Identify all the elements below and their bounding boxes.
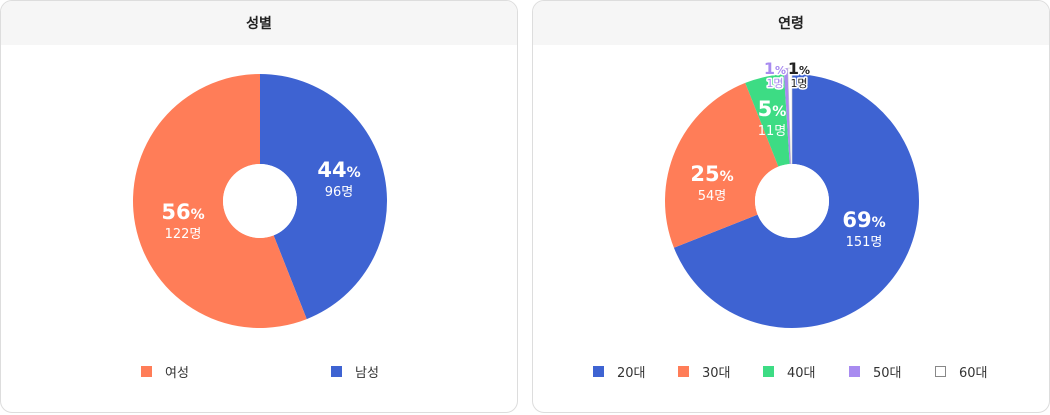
legend-label: 30대 — [702, 365, 731, 381]
slice-0-0[interactable] — [260, 74, 387, 320]
legend-label: 60대 — [959, 365, 988, 381]
legend-swatch — [678, 365, 689, 377]
legend-label: 20대 — [617, 365, 646, 381]
slice-percent-label-1-1: 25% — [690, 162, 733, 186]
legend-item-0-1[interactable]: 남성 — [331, 361, 379, 381]
gender-pie-chart: 44% 96명 56% 122명 — [133, 73, 387, 328]
legend-item-1-4[interactable]: 60대 — [935, 361, 988, 381]
legend-label: 40대 — [787, 365, 816, 381]
legend-swatch — [849, 365, 860, 377]
gender-legend: 여성 남성 — [1, 361, 517, 381]
slice-0-1[interactable] — [133, 73, 307, 328]
slice-count-label-1-0: 151명 — [846, 235, 883, 250]
legend-item-0-0[interactable]: 여성 — [141, 361, 189, 381]
legend-swatch — [593, 365, 604, 377]
age-chart-title: 연령 — [533, 1, 1049, 45]
slice-percent-label-1-2: 5% — [758, 97, 787, 121]
slice-count-label-1-2: 11명 — [758, 124, 787, 139]
legend-item-1-2[interactable]: 40대 — [763, 361, 816, 381]
slice-count-label-1-4: 1명 — [790, 77, 807, 90]
legend-swatch — [141, 365, 152, 377]
age-legend: 20대 30대 40대 50대 60대 — [533, 361, 1049, 381]
slice-count-label-1-3: 1명 — [766, 77, 783, 90]
slice-1-0[interactable] — [673, 74, 919, 328]
slice-percent-label-0-1: 56% — [161, 200, 204, 224]
slice-percent-label-0-0: 44% — [317, 158, 360, 182]
legend-swatch — [331, 365, 342, 377]
slice-percent-label-1-3: 1% — [764, 59, 786, 78]
age-chart-card: 연령 69% 151명 25% 54명 5% 11명 1% 1명 1% 1명 20대 30대 40대 5… — [532, 0, 1050, 413]
slice-1-2[interactable] — [745, 74, 790, 167]
slice-percent-label-1-4: 1% — [788, 59, 810, 78]
legend-label: 여성 — [165, 365, 189, 381]
gender-chart-title: 성별 — [1, 1, 517, 45]
legend-item-1-0[interactable]: 20대 — [593, 361, 646, 381]
legend-label: 50대 — [873, 365, 902, 381]
slice-count-label-0-1: 122명 — [165, 227, 202, 242]
legend-swatch — [763, 365, 774, 377]
slice-percent-label-1-0: 69% — [842, 208, 885, 232]
legend-label: 남성 — [355, 365, 379, 381]
slice-1-3[interactable] — [783, 68, 791, 165]
slice-count-label-1-1: 54명 — [698, 189, 727, 204]
legend-item-1-1[interactable]: 30대 — [678, 361, 731, 381]
gender-chart-card: 성별 44% 96명 56% 122명 여성 남성 — [0, 0, 518, 413]
slice-1-1[interactable] — [665, 82, 779, 248]
slice-count-label-0-0: 96명 — [325, 185, 354, 200]
legend-swatch — [935, 365, 946, 377]
legend-item-1-3[interactable]: 50대 — [849, 361, 902, 381]
